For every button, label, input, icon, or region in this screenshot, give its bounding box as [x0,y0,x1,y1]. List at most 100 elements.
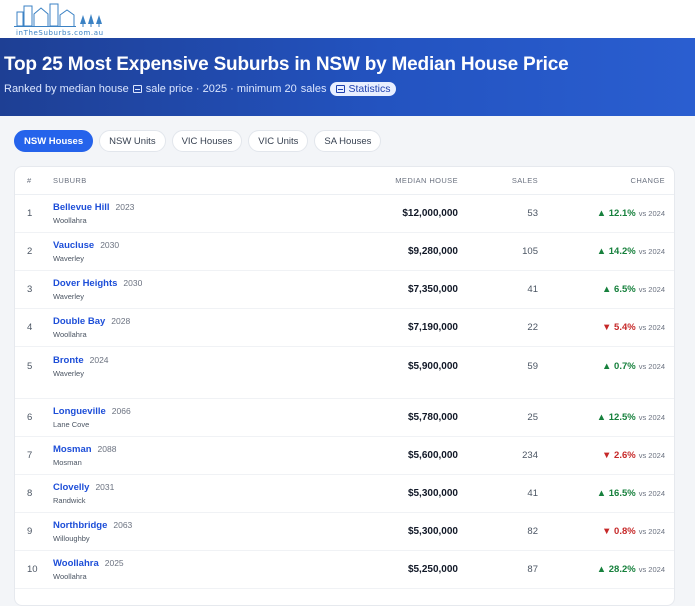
table-row[interactable]: 2 Vaucluse 2030 Waverley $9,280,000 105 ▲ 14.2… [15,233,674,271]
sales-count-cell: 87 [527,564,538,575]
change-comparison: vs 2024 [638,285,665,294]
statistics-badge[interactable]: Statistics [330,82,397,96]
change-value: ▲ 6.5% [602,284,636,295]
change-value: ▲ 0.7% [602,360,636,372]
median-price-cell: $5,900,000 [407,360,458,372]
rank-cell: 2 [27,246,33,257]
skyline-icon [14,3,102,27]
postcode: 2031 [95,482,115,492]
lga-name: Willoughby [53,534,90,543]
table-row[interactable]: 4 Double Bay 2028 Woollahra $7,190,000 22 ▼ 5.… [15,309,674,347]
sales-count-cell: 22 [527,322,538,333]
suburb-link[interactable]: Dover Heights [53,278,118,289]
change-cell: ▼ 5.4% vs 2024 [538,322,665,333]
table-row[interactable]: 7 Mosman 2088 Mosman $5,600,000 234 ▼ 2.6% vs 2… [15,437,674,475]
suburb-link[interactable]: Woollahra [53,558,99,569]
postcode: 2028 [111,316,131,326]
suburb-cell: Mosman 2088 Mosman [53,444,303,467]
change-value: ▲ 28.2% [596,564,636,575]
change-cell: ▲ 14.2% vs 2024 [538,246,665,257]
table-row[interactable]: 8 Clovelly 2031 Randwick $5,300,000 41 ▲ 16.5%… [15,475,674,513]
suburb-cell: Northbridge 2063 Willoughby [53,520,303,543]
table-row[interactable]: 3 Dover Heights 2030 Waverley $7,350,000 41 ▲ … [15,271,674,309]
postcode: 2023 [115,202,135,212]
change-comparison: vs 2024 [638,565,665,574]
suburb-cell: Dover Heights 2030 Waverley [53,278,303,301]
table-row[interactable]: 9 Northbridge 2063 Willoughby $5,300,000 82 ▼ … [15,513,674,551]
header-suburb[interactable]: SUBURB [53,176,87,185]
postcode: 2030 [100,240,120,250]
logo-wordmark: inTheSuburbs.com.au [16,29,104,37]
rank-cell: 9 [27,526,33,537]
header-change[interactable]: CHANGE [630,176,665,185]
sales-count-cell: 59 [527,360,538,372]
rank-cell: 8 [27,488,33,499]
change-cell: ▼ 0.8% vs 2024 [538,526,665,537]
suburb-link[interactable]: Longueville [53,406,106,417]
header-rank: # [27,176,32,185]
change-cell: ▲ 16.5% vs 2024 [538,488,665,499]
lga-name: Randwick [53,496,86,505]
postcode: 2088 [97,444,117,454]
suburb-link[interactable]: Vaucluse [53,240,95,251]
median-price-cell: $7,190,000 [407,322,458,333]
tab-nsw-houses[interactable]: NSW Houses [14,130,94,152]
median-price-cell: $5,300,000 [407,526,458,537]
sales-count-cell: 41 [527,488,538,499]
statistics-badge-label: Statistics [348,83,391,95]
change-value: ▲ 12.1% [596,208,636,219]
suburb-link[interactable]: Double Bay [53,316,106,327]
change-value: ▲ 16.5% [596,488,636,499]
subtitle-text-c: sales [300,83,327,95]
header-sales[interactable]: SALES [511,176,538,185]
lga-name: Waverley [53,368,84,378]
change-comparison: vs 2024 [638,209,665,218]
change-cell: ▲ 6.5% vs 2024 [538,284,665,295]
table-row[interactable]: 5 Bronte 2024 Waverley $5,900,000 59 ▲ 0.7% vs … [15,347,674,385]
change-cell: ▼ 2.6% vs 2024 [538,450,665,461]
tab-sa-houses[interactable]: SA Houses [314,130,382,152]
row-separator [15,385,674,399]
suburb-link[interactable]: Clovelly [53,482,90,493]
median-price-cell: $12,000,000 [402,208,458,219]
table-row[interactable]: 6 Longueville 2066 Lane Cove $5,780,000 25 ▲ 1… [15,399,674,437]
median-price-cell: $5,300,000 [407,488,458,499]
rank-cell: 10 [27,564,38,575]
suburb-cell: Longueville 2066 Lane Cove [53,406,303,429]
suburb-cell: Vaucluse 2030 Waverley [53,240,303,263]
rank-cell: 3 [27,284,33,295]
lga-name: Woollahra [53,330,87,339]
table-row[interactable]: 10 Woollahra 2025 Woollahra $5,250,000 87 ▲ 28… [15,551,674,589]
lga-name: Lane Cove [53,420,90,429]
tab-nsw-units[interactable]: NSW Units [99,130,166,152]
change-value: ▲ 14.2% [596,246,636,257]
suburb-link[interactable]: Bellevue Hill [53,202,110,213]
tab-vic-houses[interactable]: VIC Houses [171,130,243,152]
page-subtitle: Ranked by median house sale price · 2025… [4,82,695,96]
table-icon [132,85,142,93]
rank-cell: 5 [27,360,33,372]
median-price-cell: $9,280,000 [407,246,458,257]
lga-name: Woollahra [53,572,87,581]
change-comparison: vs 2024 [638,361,665,371]
suburb-link[interactable]: Bronte [53,354,84,366]
median-price-cell: $5,250,000 [407,564,458,575]
suburb-link[interactable]: Northbridge [53,520,108,531]
change-value: ▼ 2.6% [602,450,636,461]
header-median-house[interactable]: MEDIAN HOUSE [395,176,458,185]
suburb-link[interactable]: Mosman [53,444,92,455]
lga-name: Waverley [53,292,84,301]
sales-count-cell: 53 [527,208,538,219]
sales-count-cell: 105 [522,246,538,257]
tab-vic-units[interactable]: VIC Units [248,130,309,152]
table-body: 1 Bellevue Hill 2023 Woollahra $12,000,000 53… [15,195,674,589]
suburb-cell: Clovelly 2031 Randwick [53,482,303,505]
change-comparison: vs 2024 [638,527,665,536]
site-logo[interactable]: inTheSuburbs.com.au [14,2,104,37]
change-cell: ▲ 12.1% vs 2024 [538,208,665,219]
top-bar: inTheSuburbs.com.au [0,0,695,38]
table-row[interactable]: 1 Bellevue Hill 2023 Woollahra $12,000,000 53… [15,195,674,233]
change-comparison: vs 2024 [638,413,665,422]
chart-icon [336,85,346,93]
median-price-cell: $7,350,000 [407,284,458,295]
